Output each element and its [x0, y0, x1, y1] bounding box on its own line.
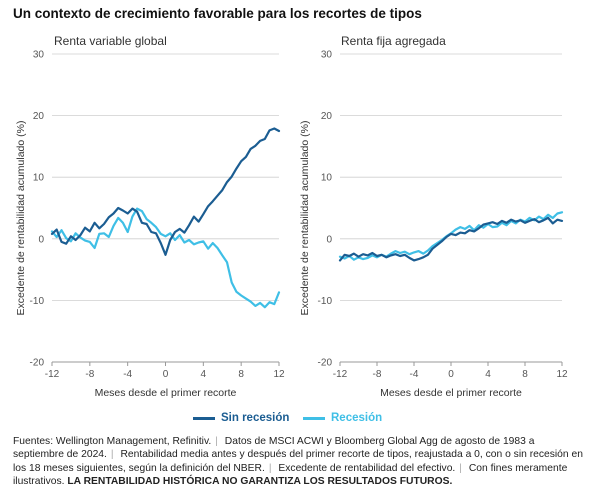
x-tick-label: 4	[201, 369, 207, 380]
y-tick-label: -20	[30, 358, 45, 369]
y-tick-label: 30	[33, 50, 45, 61]
legend-label-recesion: Recesión	[331, 412, 383, 424]
y-tick-label: 20	[33, 111, 45, 122]
footnote-disclaimer: LA RENTABILIDAD HISTÓRICA NO GARANTIZA L…	[67, 476, 453, 488]
legend: Sin recesión Recesión	[0, 412, 598, 430]
y-tick-label: 0	[326, 234, 332, 245]
footnote-part: Con fines meramente ilustrativos.	[13, 462, 568, 488]
y-tick-label: 30	[321, 50, 333, 61]
x-tick-label: 12	[273, 369, 285, 380]
panel-title: Renta fija agregada	[341, 34, 446, 48]
series-line-sin-recesion	[338, 216, 564, 262]
x-axis-label: Meses desde el primer recorte	[95, 387, 237, 399]
footnote: Fuentes: Wellington Management, Refiniti…	[13, 436, 583, 488]
x-tick-label: 8	[522, 369, 528, 380]
y-tick-label: 0	[38, 234, 44, 245]
x-axis-label: Meses desde el primer recorte	[380, 387, 522, 399]
x-tick-label: -4	[123, 369, 132, 380]
footnote-part: Datos de MSCI ACWI y Bloomberg Global Ag…	[13, 436, 535, 461]
footnote-part: Fuentes: Wellington Management, Refiniti…	[13, 436, 212, 447]
x-tick-label: -8	[373, 369, 382, 380]
x-tick-label: 8	[238, 369, 244, 380]
legend-swatch-recesion	[303, 416, 325, 420]
y-tick-label: 10	[33, 173, 45, 184]
x-tick-label: -8	[85, 369, 94, 380]
footnote-part: Excedente de rentabilidad del efectivo.	[278, 462, 456, 474]
y-axis-label: Excedente de rentabilidad acumulado (%)	[299, 121, 311, 316]
x-tick-label: 12	[556, 369, 568, 380]
y-tick-label: -20	[318, 358, 333, 369]
legend-swatch-sin-recesion	[193, 416, 215, 420]
y-tick-label: -10	[318, 296, 333, 307]
footnote-part: Rentabilidad media antes y después del p…	[13, 449, 583, 474]
x-tick-label: -12	[45, 369, 60, 380]
series-line-sin-recesion	[50, 127, 281, 256]
legend-item-sin-recesion: Sin recesión	[193, 412, 289, 424]
legend-label-sin-recesion: Sin recesión	[221, 412, 290, 424]
x-tick-label: 0	[163, 369, 169, 380]
y-axis-label: Excedente de rentabilidad acumulado (%)	[15, 121, 27, 316]
page-title: Un contexto de crecimiento favorable par…	[13, 6, 422, 21]
series-line-recesion	[50, 207, 281, 309]
x-tick-label: 4	[485, 369, 491, 380]
x-tick-label: -4	[410, 369, 419, 380]
legend-item-recesion: Recesión	[303, 412, 382, 424]
y-tick-label: -10	[30, 296, 45, 307]
panel-title: Renta variable global	[54, 34, 167, 48]
x-tick-label: -12	[333, 369, 348, 380]
y-tick-label: 20	[321, 111, 333, 122]
y-tick-label: 10	[321, 173, 333, 184]
x-tick-label: 0	[448, 369, 454, 380]
